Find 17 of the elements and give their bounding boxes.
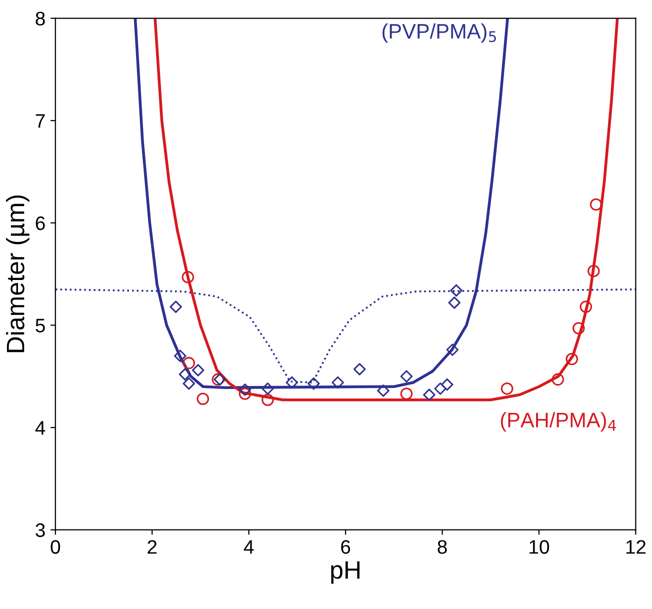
x-tick-label: 8 — [438, 540, 447, 554]
x-axis-title: pH — [331, 561, 360, 584]
y-tick-label: 5 — [36, 318, 45, 332]
x-tick-label: 10 — [530, 540, 550, 554]
y-tick-label: 8 — [36, 12, 45, 26]
series-label: (PVP/PMA)$_{5}$ — [382, 23, 496, 43]
y-tick-label: 7 — [36, 114, 45, 128]
y-tick-label: 3 — [36, 523, 45, 538]
series-label: (PAH/PMA)$_{4}$ — [500, 412, 616, 432]
y-tick-label: 6 — [36, 216, 45, 230]
x-tick-label: 6 — [341, 540, 350, 554]
x-tick-label: 2 — [148, 540, 157, 554]
y-tick-label: 4 — [35, 421, 46, 435]
y-axis-title: Diameter (µm) — [6, 195, 30, 352]
x-tick-label: 0 — [50, 540, 60, 554]
x-tick-label: 12 — [626, 540, 646, 554]
x-tick-label: 4 — [244, 540, 254, 554]
